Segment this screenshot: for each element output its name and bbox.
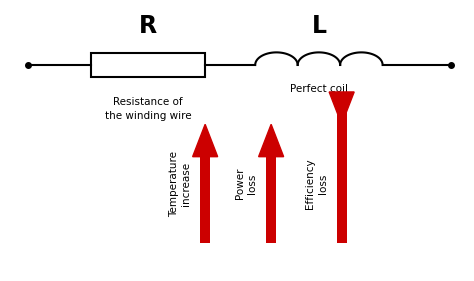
Text: L: L bbox=[311, 14, 327, 38]
Polygon shape bbox=[329, 92, 354, 124]
Bar bbox=[91, 53, 205, 77]
Bar bbox=[266, 157, 276, 243]
Polygon shape bbox=[192, 124, 218, 157]
Text: Perfect coil: Perfect coil bbox=[290, 84, 348, 94]
Text: Temperature
increase: Temperature increase bbox=[169, 151, 191, 217]
Bar bbox=[337, 92, 346, 243]
Text: Resistance of
the winding wire: Resistance of the winding wire bbox=[105, 97, 191, 121]
Text: Efficiency
loss: Efficiency loss bbox=[305, 158, 328, 209]
Text: Power
loss: Power loss bbox=[235, 168, 257, 200]
Text: R: R bbox=[139, 14, 157, 38]
Polygon shape bbox=[259, 124, 283, 157]
Bar bbox=[200, 157, 210, 243]
